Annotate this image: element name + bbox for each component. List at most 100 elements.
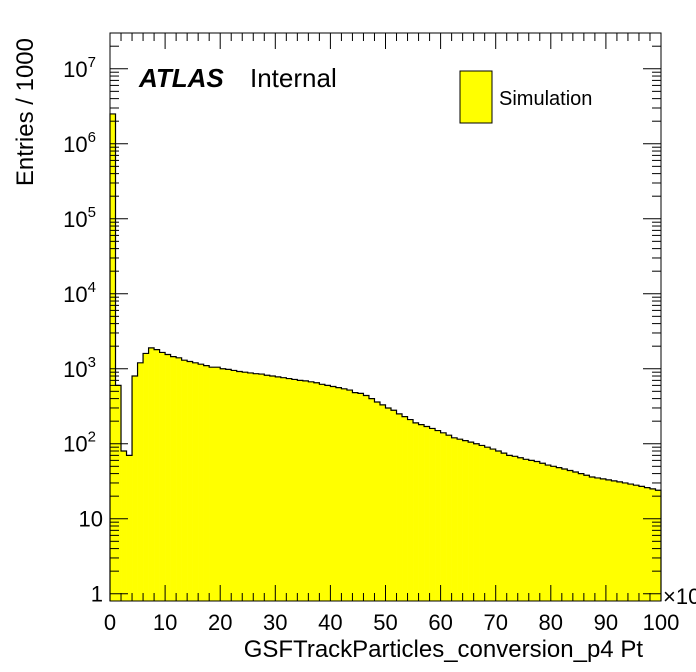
- histogram-bin-61: [446, 435, 452, 601]
- histogram-bin-52: [396, 413, 403, 601]
- y-tick-label: 107: [63, 54, 96, 82]
- histogram-bin-97: [644, 487, 651, 601]
- histogram-bin-95: [633, 485, 640, 601]
- histogram-bin-57: [424, 426, 430, 601]
- y-axis-ticks: [110, 32, 661, 595]
- x-tick-label: 60: [428, 610, 452, 635]
- x-tick-label: 0: [104, 610, 116, 635]
- histogram-bin-58: [429, 428, 436, 601]
- histogram-bin-27: [258, 374, 265, 601]
- histogram-bin-20: [220, 368, 227, 601]
- histogram-bin-93: [622, 482, 629, 601]
- histogram-bin-39: [324, 385, 331, 601]
- y-axis-tick-labels: 1 10 102 103 104 105 106 107: [63, 54, 103, 607]
- histogram-bin-51: [391, 410, 397, 601]
- histogram-bin-73: [512, 456, 519, 601]
- y-tick-label: 103: [63, 354, 96, 382]
- histogram-bin-53: [402, 416, 408, 601]
- legend: Simulation: [459, 70, 592, 124]
- y-tick-label: 1: [91, 582, 103, 607]
- histogram-bin-9: [159, 352, 166, 601]
- x-axis-ticks: [109, 33, 662, 601]
- histogram-bin-46: [363, 395, 370, 601]
- histogram-bin-65: [468, 442, 474, 601]
- histogram-bin-10: [165, 354, 171, 601]
- histogram-layer: [109, 113, 662, 601]
- histogram-bin-23: [236, 371, 243, 601]
- histogram-bin-18: [209, 367, 215, 601]
- histogram-bin-81: [556, 467, 563, 601]
- histogram-bin-5: [137, 362, 144, 601]
- histogram-bin-75: [523, 459, 530, 601]
- histogram-bin-86: [583, 475, 590, 601]
- histogram-bin-2: [121, 451, 127, 601]
- histogram-bin-15: [192, 362, 199, 601]
- histogram-bin-90: [605, 479, 612, 601]
- histogram-bin-66: [473, 443, 480, 601]
- histogram-bin-48: [374, 402, 381, 601]
- histogram-bin-37: [313, 382, 320, 601]
- histogram-bin-64: [462, 440, 469, 601]
- histogram-bin-43: [346, 390, 353, 601]
- histogram-bin-24: [242, 372, 249, 601]
- histogram-bin-71: [501, 453, 508, 601]
- atlas-label: ATLAS: [138, 63, 224, 93]
- histogram-bin-82: [561, 469, 568, 601]
- x-axis-title: GSFTrackParticles_conversion_p4 Pt: [244, 636, 644, 663]
- histogram-bin-98: [649, 488, 656, 601]
- histogram-bin-8: [154, 349, 160, 601]
- histogram-bin-19: [214, 367, 221, 601]
- x-tick-label: 100: [643, 610, 680, 635]
- histogram-bin-96: [638, 486, 645, 601]
- histogram-bin-94: [627, 484, 634, 601]
- histogram-bin-25: [247, 372, 254, 601]
- histogram-bin-85: [578, 473, 585, 601]
- legend-swatch: [459, 70, 493, 124]
- histogram-bin-67: [479, 445, 485, 601]
- histogram-bin-54: [407, 419, 414, 601]
- histogram-bin-89: [600, 478, 607, 601]
- x-tick-label: 90: [594, 610, 618, 635]
- histogram-bin-88: [594, 477, 601, 601]
- histogram-bin-11: [170, 356, 177, 601]
- histogram-bin-78: [539, 463, 546, 601]
- histogram-bin-17: [203, 365, 210, 601]
- histogram-bin-40: [330, 386, 337, 601]
- histogram-bin-59: [435, 430, 441, 601]
- histogram-bin-84: [572, 471, 579, 601]
- histogram-bin-62: [451, 437, 458, 601]
- histogram-bin-21: [225, 369, 232, 601]
- histogram-bin-13: [181, 360, 188, 601]
- histogram-bin-92: [616, 481, 623, 601]
- histogram-bin-47: [368, 398, 375, 601]
- histogram-bin-6: [143, 353, 149, 601]
- x-tick-label: 40: [318, 610, 342, 635]
- histogram-bin-33: [291, 379, 298, 601]
- y-tick-label: 104: [63, 279, 96, 307]
- histogram-bin-79: [545, 465, 552, 601]
- x-tick-label: 80: [539, 610, 563, 635]
- histogram-bin-3: [126, 455, 133, 601]
- histogram-bin-91: [611, 480, 618, 601]
- y-tick-label: 106: [63, 129, 96, 157]
- y-tick-label: 105: [63, 204, 96, 232]
- histogram-bin-55: [413, 422, 419, 601]
- histogram-bin-83: [567, 470, 574, 601]
- x-tick-label: 70: [483, 610, 507, 635]
- histogram-bin-60: [440, 432, 447, 601]
- histogram-bin-38: [319, 384, 326, 601]
- histogram-bin-22: [231, 370, 238, 601]
- histogram-bin-42: [341, 388, 348, 601]
- histogram-bin-76: [528, 460, 535, 601]
- histogram-bin-31: [280, 377, 287, 601]
- histogram-bin-29: [269, 376, 276, 601]
- histogram-bin-70: [495, 451, 502, 601]
- histogram-bin-87: [589, 477, 596, 601]
- histogram-bin-74: [517, 457, 524, 601]
- histogram-bin-77: [534, 461, 541, 601]
- x-tick-label: 50: [373, 610, 397, 635]
- x-axis-multiplier: ×10: [663, 584, 696, 609]
- histogram-bin-35: [302, 380, 309, 601]
- histogram-bin-16: [198, 364, 204, 601]
